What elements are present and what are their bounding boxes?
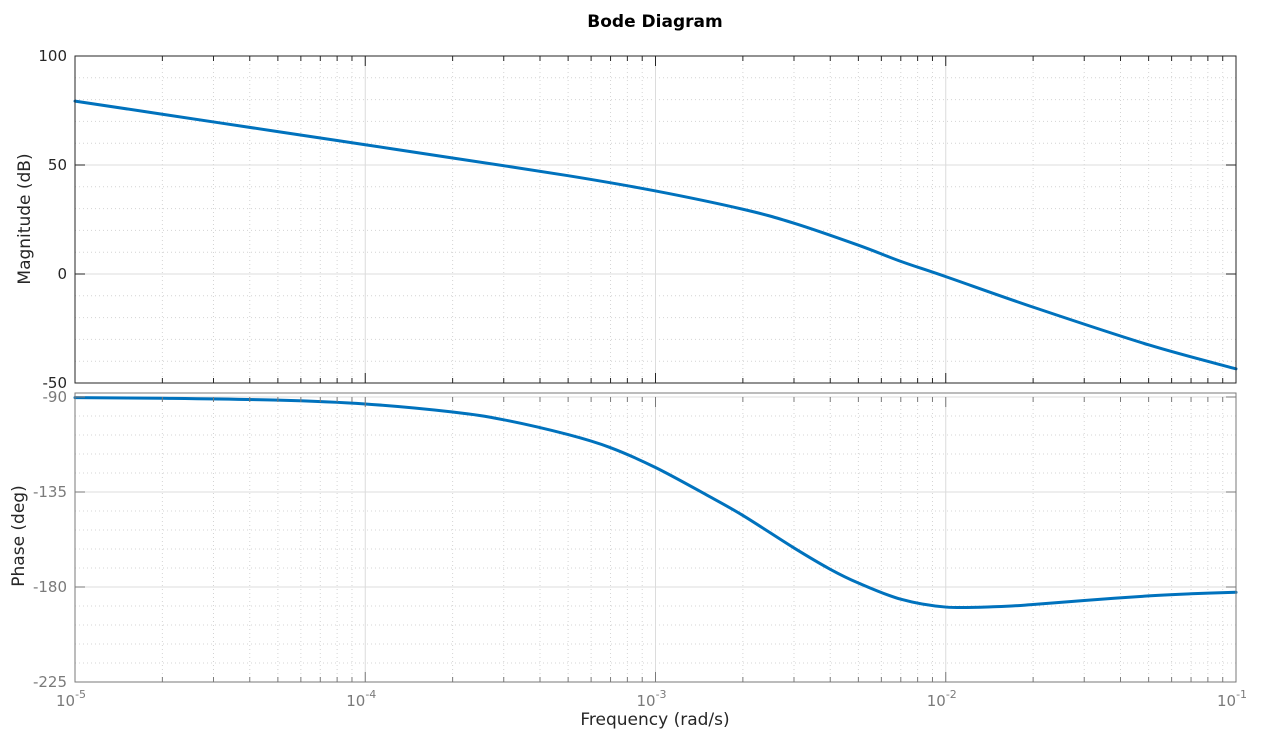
x-tick-label: 10-4 [346, 688, 376, 710]
x-tick-label: 10-2 [927, 688, 957, 710]
x-tick-label: 10-1 [1217, 688, 1247, 710]
phase-ticks: -90 -135 -180 -225 [33, 388, 1237, 691]
phase-axis-label: Phase (deg) [9, 485, 29, 586]
chart-title: Bode Diagram [587, 12, 722, 32]
frequency-tick-labels: 10-5 10-4 10-3 10-2 10-1 [56, 688, 1247, 710]
x-tick-label: 10-3 [636, 688, 666, 710]
magnitude-y-tick-label: 100 [38, 47, 67, 65]
phase-y-tick-label: -225 [33, 673, 67, 691]
phase-y-tick-label: -135 [33, 483, 67, 501]
phase-y-tick-label: -90 [43, 388, 68, 406]
magnitude-axis-label: Magnitude (dB) [15, 153, 35, 284]
phase-panel: -90 -135 -180 -225 Phase (deg) [9, 388, 1238, 691]
magnitude-curve-group [73, 99, 1238, 371]
magnitude-y-tick-label: 0 [57, 265, 67, 283]
magnitude-curve [73, 99, 1238, 371]
x-tick-label: 10-5 [56, 688, 86, 710]
magnitude-y-tick-label: 50 [48, 156, 67, 174]
magnitude-ticks: 100 50 0 -50 [38, 47, 1237, 392]
magnitude-panel: 100 50 0 -50 Magnitude (dB) [15, 47, 1238, 392]
phase-y-tick-label: -180 [33, 578, 67, 596]
frequency-axis-label: Frequency (rad/s) [580, 710, 729, 730]
magnitude-y-tick-label: -50 [43, 374, 68, 392]
